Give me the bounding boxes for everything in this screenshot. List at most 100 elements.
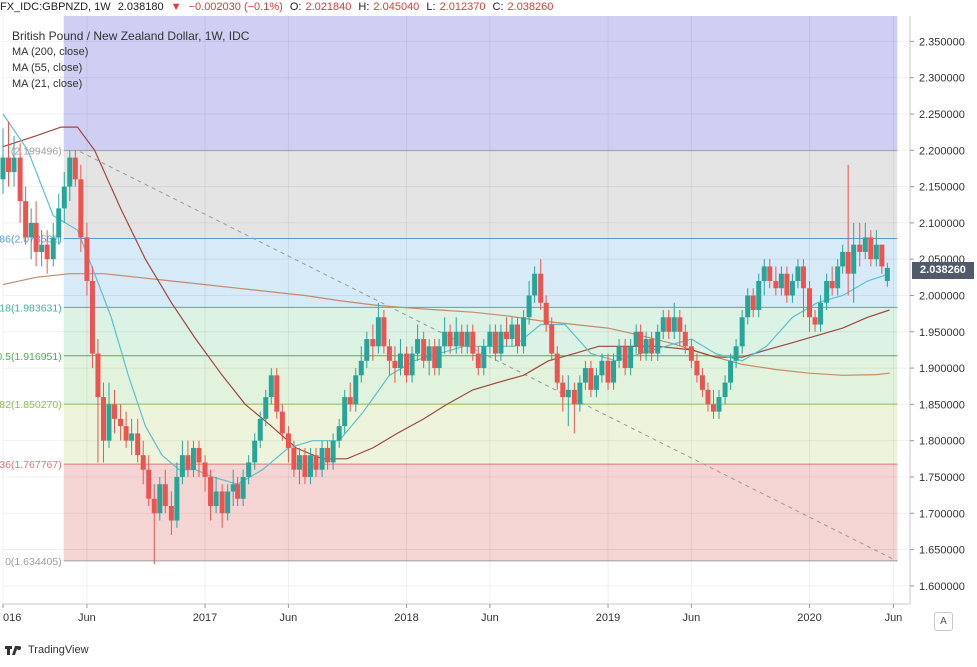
candle bbox=[23, 186, 29, 245]
candle bbox=[857, 222, 863, 267]
candle bbox=[622, 339, 628, 376]
candle-body bbox=[824, 280, 830, 303]
candle bbox=[67, 150, 73, 202]
candle-body bbox=[426, 346, 432, 361]
candle bbox=[426, 339, 432, 376]
x-tick-label: 2018 bbox=[394, 612, 418, 624]
y-tick-label: 1.750000 bbox=[919, 472, 965, 484]
candle bbox=[643, 331, 649, 361]
candle bbox=[699, 368, 705, 398]
legend-ma21[interactable]: MA (21, close) bbox=[12, 78, 83, 90]
candle-body bbox=[447, 331, 453, 347]
candle bbox=[190, 440, 196, 477]
candle bbox=[0, 128, 6, 194]
candle-body bbox=[818, 302, 824, 325]
candle-body bbox=[61, 186, 67, 209]
candle-body bbox=[475, 353, 481, 369]
candle bbox=[336, 418, 342, 448]
candle-body bbox=[611, 360, 617, 383]
candle-body bbox=[268, 375, 274, 398]
y-tick-label: 1.950000 bbox=[919, 327, 965, 339]
candle bbox=[784, 266, 790, 303]
candle-body bbox=[622, 346, 628, 369]
candle-body bbox=[616, 346, 622, 361]
candle-body bbox=[162, 484, 168, 506]
candle-body bbox=[432, 346, 438, 369]
candle-body bbox=[857, 244, 863, 252]
fib-level-label: 0.5(1.916951) bbox=[0, 351, 62, 363]
candle-body bbox=[716, 397, 722, 412]
brand-name: TradingView bbox=[28, 644, 89, 656]
candle bbox=[464, 324, 470, 354]
candle-body bbox=[225, 491, 231, 514]
candle bbox=[722, 375, 728, 405]
candle-body bbox=[409, 353, 415, 376]
down-arrow-icon: ▼ bbox=[170, 1, 182, 13]
candle bbox=[745, 288, 751, 325]
candle-body bbox=[39, 244, 45, 252]
fib-band bbox=[63, 464, 898, 561]
open-label: O: bbox=[289, 1, 302, 13]
y-tick-label: 2.100000 bbox=[919, 218, 965, 230]
candle-body bbox=[135, 433, 141, 456]
candle bbox=[342, 389, 348, 434]
candle-body bbox=[470, 331, 476, 354]
candle bbox=[397, 339, 403, 376]
candle bbox=[39, 230, 45, 267]
legend-ma55[interactable]: MA (55, close) bbox=[12, 62, 83, 74]
candle-body bbox=[342, 397, 348, 427]
candle bbox=[549, 317, 555, 361]
y-tick-label: 1.600000 bbox=[919, 581, 965, 593]
candle bbox=[50, 222, 56, 267]
x-tick-label: 016 bbox=[3, 612, 21, 624]
symbol-label: FX_IDC:GBPNZD, 1W bbox=[0, 1, 111, 13]
candle bbox=[560, 375, 566, 412]
candle-body bbox=[503, 331, 509, 340]
candle-body bbox=[593, 375, 599, 390]
candle bbox=[185, 440, 191, 477]
candle-body bbox=[252, 440, 258, 463]
candle-body bbox=[543, 302, 549, 325]
candle bbox=[123, 411, 129, 448]
candle-body bbox=[230, 484, 236, 492]
candle bbox=[628, 339, 634, 376]
candle-body bbox=[185, 455, 191, 470]
candle-body bbox=[364, 339, 370, 361]
candle-body bbox=[67, 157, 73, 187]
candle bbox=[240, 469, 246, 506]
candle bbox=[611, 353, 617, 390]
candle bbox=[168, 491, 174, 536]
axes: 2.350000 2.300000 2.250000 2.200000 2.150000… bbox=[2, 16, 965, 624]
auto-scale-button[interactable]: A bbox=[934, 612, 953, 631]
candle-body bbox=[628, 346, 634, 369]
candle bbox=[789, 273, 795, 303]
y-tick-label: 2.200000 bbox=[919, 145, 965, 157]
candle-body bbox=[677, 317, 683, 332]
candle bbox=[302, 447, 308, 485]
candle bbox=[235, 476, 241, 506]
candle bbox=[291, 440, 297, 477]
candle bbox=[660, 310, 666, 340]
legend-ma200[interactable]: MA (200, close) bbox=[12, 46, 89, 58]
candle bbox=[17, 143, 23, 223]
candle-body bbox=[845, 251, 851, 274]
ma200-line bbox=[2, 273, 890, 376]
candle bbox=[756, 273, 762, 318]
candle bbox=[515, 317, 521, 354]
candle-body bbox=[710, 404, 716, 412]
y-tick-label: 1.700000 bbox=[919, 508, 965, 520]
candle-body bbox=[313, 455, 319, 470]
candle bbox=[818, 295, 824, 332]
x-tick-label: Jun bbox=[78, 612, 96, 624]
candle-body bbox=[151, 498, 157, 514]
candle bbox=[78, 164, 84, 252]
candle-body bbox=[812, 317, 818, 325]
candle-body bbox=[118, 418, 124, 427]
candle-body bbox=[381, 317, 387, 347]
candle bbox=[196, 440, 202, 477]
y-tick-label: 2.350000 bbox=[919, 36, 965, 48]
x-tick-label: 2019 bbox=[596, 612, 620, 624]
candle bbox=[268, 368, 274, 405]
candle-body bbox=[23, 201, 29, 238]
